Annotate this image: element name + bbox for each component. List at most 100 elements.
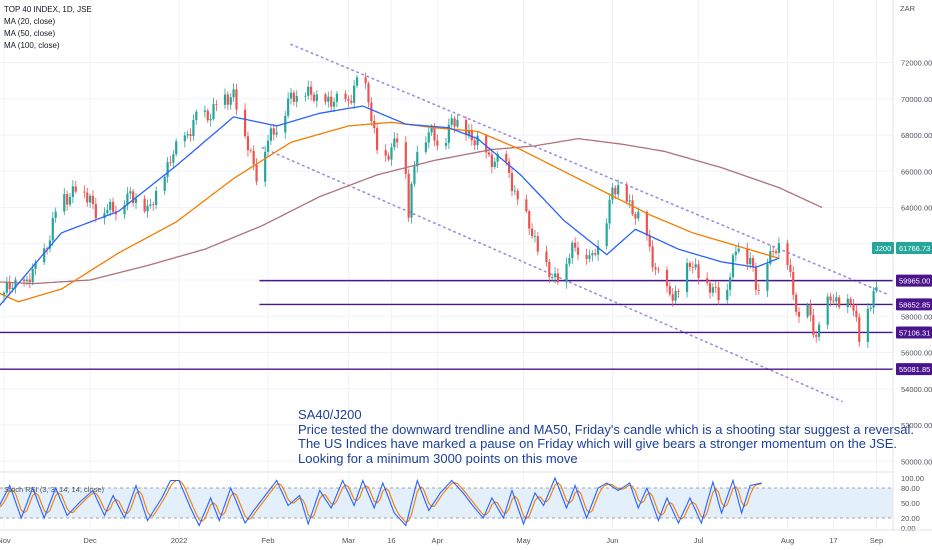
candle[interactable] — [275, 132, 278, 135]
candle[interactable] — [45, 248, 49, 250]
candle[interactable] — [186, 134, 189, 136]
candle[interactable] — [152, 204, 155, 206]
candle[interactable] — [697, 264, 700, 279]
candle[interactable] — [315, 94, 318, 101]
candle[interactable] — [849, 298, 852, 305]
candle[interactable] — [726, 289, 729, 301]
candle[interactable] — [189, 134, 192, 137]
candle[interactable] — [28, 279, 31, 283]
candle[interactable] — [11, 287, 14, 290]
candle[interactable] — [68, 196, 72, 205]
candle[interactable] — [809, 304, 812, 316]
candle[interactable] — [574, 242, 577, 248]
candle[interactable] — [132, 191, 135, 203]
candle[interactable] — [634, 214, 637, 219]
candle[interactable] — [453, 118, 456, 127]
ma50-line[interactable] — [0, 121, 780, 303]
candle[interactable] — [373, 121, 376, 129]
candle[interactable] — [826, 296, 829, 325]
candle[interactable] — [496, 153, 499, 162]
candle[interactable] — [866, 308, 869, 342]
candle[interactable] — [66, 194, 69, 205]
candle[interactable] — [163, 176, 166, 191]
candle[interactable] — [215, 104, 218, 105]
candle[interactable] — [54, 211, 57, 218]
candle[interactable] — [212, 104, 215, 119]
candle[interactable] — [192, 119, 195, 137]
candle[interactable] — [330, 96, 333, 107]
candle[interactable] — [464, 119, 468, 135]
candle[interactable] — [651, 246, 654, 268]
candle[interactable] — [289, 92, 293, 99]
candle[interactable] — [588, 255, 591, 259]
candle[interactable] — [685, 263, 689, 293]
candle[interactable] — [737, 248, 740, 252]
candle[interactable] — [155, 190, 158, 205]
candle[interactable] — [149, 204, 152, 206]
candle[interactable] — [407, 173, 410, 218]
candle[interactable] — [416, 151, 419, 167]
candle[interactable] — [123, 205, 126, 215]
candle[interactable] — [576, 247, 580, 255]
candle[interactable] — [548, 262, 551, 278]
candle[interactable] — [536, 236, 539, 252]
candle[interactable] — [106, 209, 109, 214]
candle[interactable] — [757, 289, 760, 291]
candle[interactable] — [835, 297, 838, 302]
candle[interactable] — [450, 118, 453, 125]
candle[interactable] — [774, 251, 778, 253]
candle[interactable] — [513, 190, 516, 192]
legend-symbol-title[interactable]: TOP 40 INDEX, 1D, JSE — [4, 5, 92, 14]
candle[interactable] — [637, 211, 640, 219]
candle[interactable] — [525, 199, 528, 212]
candle[interactable] — [510, 172, 514, 192]
candle[interactable] — [556, 273, 560, 283]
candle[interactable] — [229, 97, 232, 105]
candle[interactable] — [269, 128, 273, 141]
candle[interactable] — [832, 300, 835, 302]
candle[interactable] — [83, 191, 86, 193]
candle[interactable] — [143, 198, 146, 212]
candle[interactable] — [74, 186, 77, 192]
candle[interactable] — [232, 89, 235, 98]
candle[interactable] — [266, 140, 270, 152]
candle[interactable] — [272, 128, 275, 135]
candle[interactable] — [777, 243, 780, 253]
candle[interactable] — [617, 185, 620, 195]
candle[interactable] — [467, 129, 471, 135]
downward-trendline[interactable] — [261, 146, 843, 403]
candle[interactable] — [353, 85, 356, 103]
candle[interactable] — [126, 193, 129, 206]
candle[interactable] — [654, 267, 657, 270]
candle[interactable] — [734, 251, 737, 256]
candle[interactable] — [628, 200, 631, 202]
candle[interactable] — [605, 223, 608, 247]
candle[interactable] — [706, 278, 709, 283]
candle[interactable] — [688, 263, 692, 267]
candle[interactable] — [91, 195, 95, 205]
candle[interactable] — [470, 129, 473, 141]
candle[interactable] — [5, 281, 8, 293]
candle[interactable] — [677, 290, 680, 293]
candle[interactable] — [485, 135, 488, 153]
candle[interactable] — [846, 298, 849, 308]
legend-ma50[interactable]: MA (50, close) — [4, 29, 56, 38]
candle[interactable] — [568, 258, 571, 264]
candle[interactable] — [195, 111, 198, 120]
candle[interactable] — [766, 263, 769, 291]
candle[interactable] — [109, 201, 112, 210]
candle[interactable] — [714, 287, 717, 289]
candle[interactable] — [490, 154, 493, 167]
candle[interactable] — [31, 269, 34, 283]
candle[interactable] — [668, 286, 671, 295]
candle[interactable] — [209, 118, 212, 121]
candle[interactable] — [14, 279, 17, 288]
candle[interactable] — [625, 185, 628, 202]
candle[interactable] — [396, 138, 399, 143]
candle[interactable] — [754, 266, 758, 290]
candle[interactable] — [335, 93, 339, 102]
candle[interactable] — [287, 98, 290, 116]
candle[interactable] — [327, 96, 330, 102]
candle[interactable] — [309, 86, 313, 95]
candle[interactable] — [585, 254, 588, 259]
